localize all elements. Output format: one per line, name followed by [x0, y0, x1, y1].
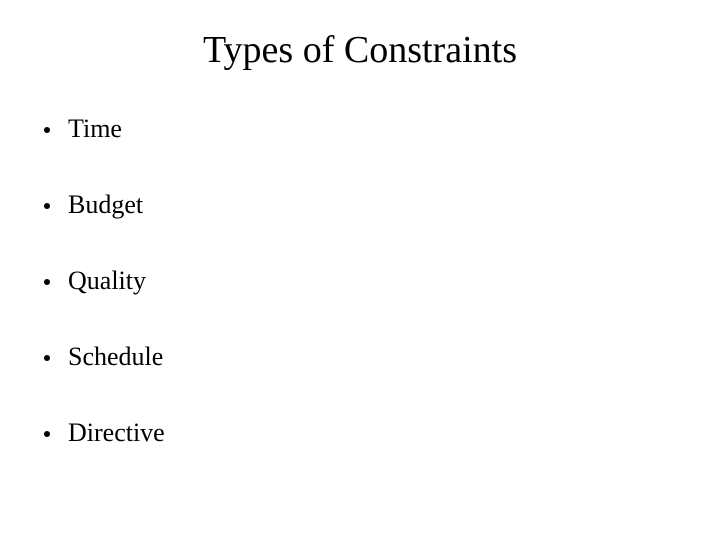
bullet-text: Budget	[68, 190, 143, 220]
bullet-icon	[44, 203, 50, 209]
bullet-text: Time	[68, 114, 122, 144]
bullet-icon	[44, 431, 50, 437]
bullet-text: Quality	[68, 266, 146, 296]
list-item: Time	[44, 114, 686, 144]
bullet-text: Directive	[68, 418, 165, 448]
bullet-list: Time Budget Quality Schedule Directive	[34, 114, 686, 448]
bullet-icon	[44, 279, 50, 285]
slide-title: Types of Constraints	[34, 28, 686, 72]
list-item: Quality	[44, 266, 686, 296]
list-item: Schedule	[44, 342, 686, 372]
list-item: Directive	[44, 418, 686, 448]
bullet-icon	[44, 127, 50, 133]
bullet-icon	[44, 355, 50, 361]
bullet-text: Schedule	[68, 342, 163, 372]
list-item: Budget	[44, 190, 686, 220]
slide-container: Types of Constraints Time Budget Quality…	[0, 0, 720, 540]
